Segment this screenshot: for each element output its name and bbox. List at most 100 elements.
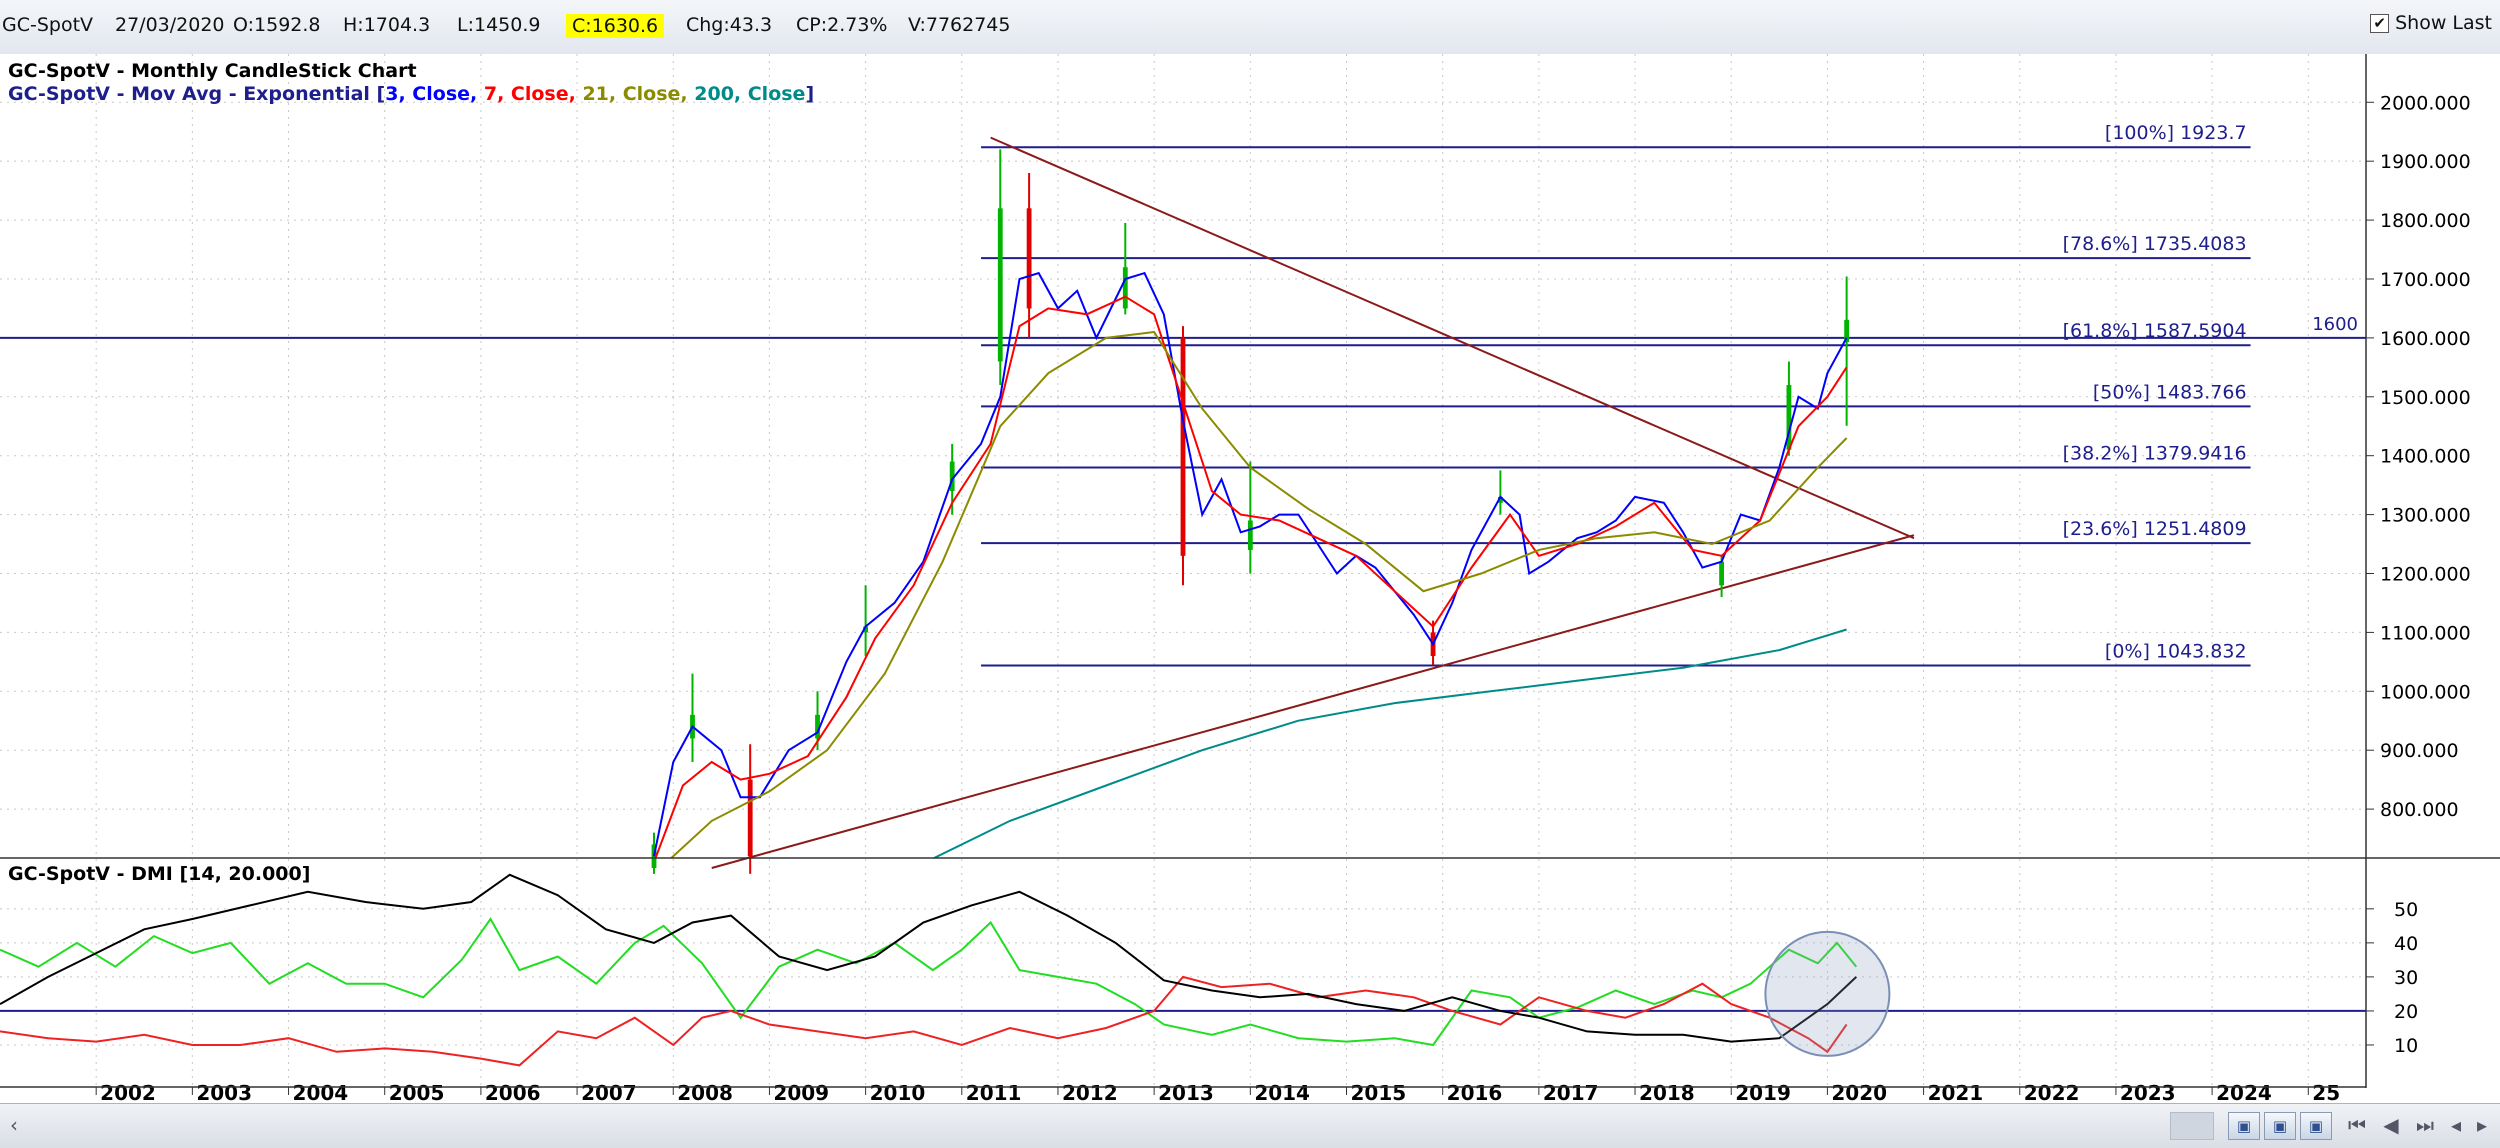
trendline <box>711 534 1915 869</box>
x-tick-label: 2009 <box>773 1081 829 1103</box>
price-tick-label: 800.000 <box>2380 799 2459 821</box>
fib-level-label: [61.8%] 1587.5904 <box>2063 320 2247 342</box>
close-label: C:1630.6 <box>566 14 665 38</box>
candle-body <box>815 714 820 739</box>
dmi-tick-label: 10 <box>2394 1035 2418 1057</box>
price-tick-label: 1600.000 <box>2380 328 2471 350</box>
symbol-label: GC-SpotV <box>2 14 94 36</box>
x-tick-label: 2013 <box>1158 1081 1214 1103</box>
zoom-in-icon[interactable]: ▣ <box>2264 1112 2296 1140</box>
price-tick-label: 1100.000 <box>2380 622 2471 644</box>
fib-level-label: [0%] 1043.832 <box>2105 640 2247 662</box>
step-back-icon[interactable]: ◂ <box>2450 1113 2462 1137</box>
dmi-tick-label: 20 <box>2394 1001 2418 1023</box>
candle-body <box>1026 208 1032 309</box>
price-tick-label: 1400.000 <box>2380 446 2471 468</box>
step-forward-icon[interactable]: ▸ <box>2476 1113 2488 1137</box>
ema-line <box>654 295 1848 858</box>
candle-body <box>997 208 1003 362</box>
x-tick-label: 2014 <box>1254 1081 1310 1103</box>
price-tick-label: 1200.000 <box>2380 563 2471 585</box>
first-page-icon[interactable]: ⏮ <box>2348 1113 2366 1137</box>
show-last-checkbox[interactable]: ✔ <box>2370 13 2390 33</box>
high-label: H:1704.3 <box>343 14 431 36</box>
last-page-icon[interactable]: ⏭ <box>2416 1113 2434 1137</box>
price-tick-label: 900.000 <box>2380 740 2459 762</box>
trendline <box>990 136 1915 540</box>
candle-body <box>1247 520 1253 550</box>
quote-toolbar: GC-SpotV 27/03/2020 O:1592.8 H:1704.3 L:… <box>0 0 2500 55</box>
x-tick-label: 2019 <box>1735 1081 1791 1103</box>
x-tick-label: 2016 <box>1447 1081 1503 1103</box>
open-label: O:1592.8 <box>233 14 321 36</box>
show-last-toggle[interactable]: ✔ Show Last <box>2370 12 2492 34</box>
fib-level-label: [38.2%] 1379.9416 <box>2063 443 2247 465</box>
x-tick-label: 2008 <box>677 1081 733 1103</box>
ema-line <box>653 271 1848 857</box>
fib-level-label: [23.6%] 1251.4809 <box>2063 518 2247 540</box>
price-tick-label: 1800.000 <box>2380 210 2471 232</box>
price-tick-label: 1900.000 <box>2380 151 2471 173</box>
price-tick-label: 1300.000 <box>2380 505 2471 527</box>
x-tick-label: 2011 <box>966 1081 1022 1103</box>
ema-line <box>931 628 1847 858</box>
x-tick-label: 2005 <box>389 1081 445 1103</box>
candle-body <box>1719 561 1725 586</box>
candle-body <box>1497 496 1503 503</box>
fib-level-label: [78.6%] 1735.4083 <box>2063 233 2247 255</box>
show-last-label: Show Last <box>2395 12 2492 34</box>
candle-body <box>863 626 869 633</box>
ema-label-part: GC-SpotV - Mov Avg - Exponential [ <box>8 83 385 105</box>
x-tick-label: 2003 <box>196 1081 252 1103</box>
x-tick-label: 2018 <box>1639 1081 1695 1103</box>
ema-indicator-label: GC-SpotV - Mov Avg - Exponential [3, Clo… <box>8 83 814 105</box>
dmi-line <box>0 917 1858 1047</box>
x-tick-label: 2021 <box>1928 1081 1984 1103</box>
candle-body <box>1180 337 1186 556</box>
price-tick-label: 1500.000 <box>2380 387 2471 409</box>
x-tick-label: 2023 <box>2120 1081 2176 1103</box>
dmi-tick-label: 40 <box>2394 933 2418 955</box>
dmi-circle-annotation <box>1764 930 1891 1057</box>
horizontal-scrollbar[interactable]: ‹ › ▣ ▣ ▣ ⏮ ◀ ⏭ ◂ ▸ <box>0 1103 2500 1148</box>
fit-icon[interactable]: ▣ <box>2300 1112 2332 1140</box>
ema-label-part: ] <box>805 83 814 105</box>
x-tick-label: 2024 <box>2216 1081 2272 1103</box>
price-tick-label: 1000.000 <box>2380 681 2471 703</box>
fib-level-label: [100%] 1923.7 <box>2105 122 2247 144</box>
dmi-line <box>0 873 1857 1043</box>
line-1600-label: 1600 <box>2312 314 2358 335</box>
change-label: Chg:43.3 <box>686 14 773 36</box>
candle-body <box>949 461 955 492</box>
x-tick-label: 2015 <box>1351 1081 1407 1103</box>
volume-label: V:7762745 <box>908 14 1011 36</box>
price-tick-label: 2000.000 <box>2380 92 2471 114</box>
dmi-panel-title: GC-SpotV - DMI [14, 20.000] <box>8 863 310 885</box>
x-tick-label: 2010 <box>870 1081 926 1103</box>
scroll-thumb[interactable] <box>2170 1112 2214 1140</box>
scroll-left-icon[interactable]: ‹ <box>10 1113 18 1137</box>
dmi-tick-label: 30 <box>2394 967 2418 989</box>
candle-body <box>1122 267 1128 309</box>
x-tick-label: 2020 <box>1831 1081 1887 1103</box>
low-label: L:1450.9 <box>457 14 541 36</box>
x-tick-label: 2004 <box>293 1081 349 1103</box>
ema-label-part: 3, Close, <box>385 83 484 105</box>
ema-label-part: 200, Close <box>694 83 805 105</box>
ema-line <box>669 330 1848 858</box>
candle-body <box>1786 385 1792 450</box>
chart-area[interactable]: [100%] 1923.7 [78.6%] 1735.4083 [61.8%] 15… <box>0 54 2500 1103</box>
zoom-out-icon[interactable]: ▣ <box>2228 1112 2260 1140</box>
dmi-line <box>0 975 1848 1067</box>
date-label: 27/03/2020 <box>115 14 225 36</box>
prev-page-icon[interactable]: ◀ <box>2383 1113 2399 1137</box>
change-pct-label: CP:2.73% <box>796 14 888 36</box>
x-tick-label: 2012 <box>1062 1081 1118 1103</box>
candle-body <box>1844 319 1850 343</box>
x-tick-label: 2002 <box>100 1081 156 1103</box>
fib-level-label: [50%] 1483.766 <box>2093 381 2247 403</box>
x-tick-label: 2022 <box>2024 1081 2080 1103</box>
ema-label-part: 7, Close, <box>484 83 583 105</box>
x-tick-label: 25 <box>2312 1081 2340 1103</box>
x-tick-label: 2006 <box>485 1081 541 1103</box>
